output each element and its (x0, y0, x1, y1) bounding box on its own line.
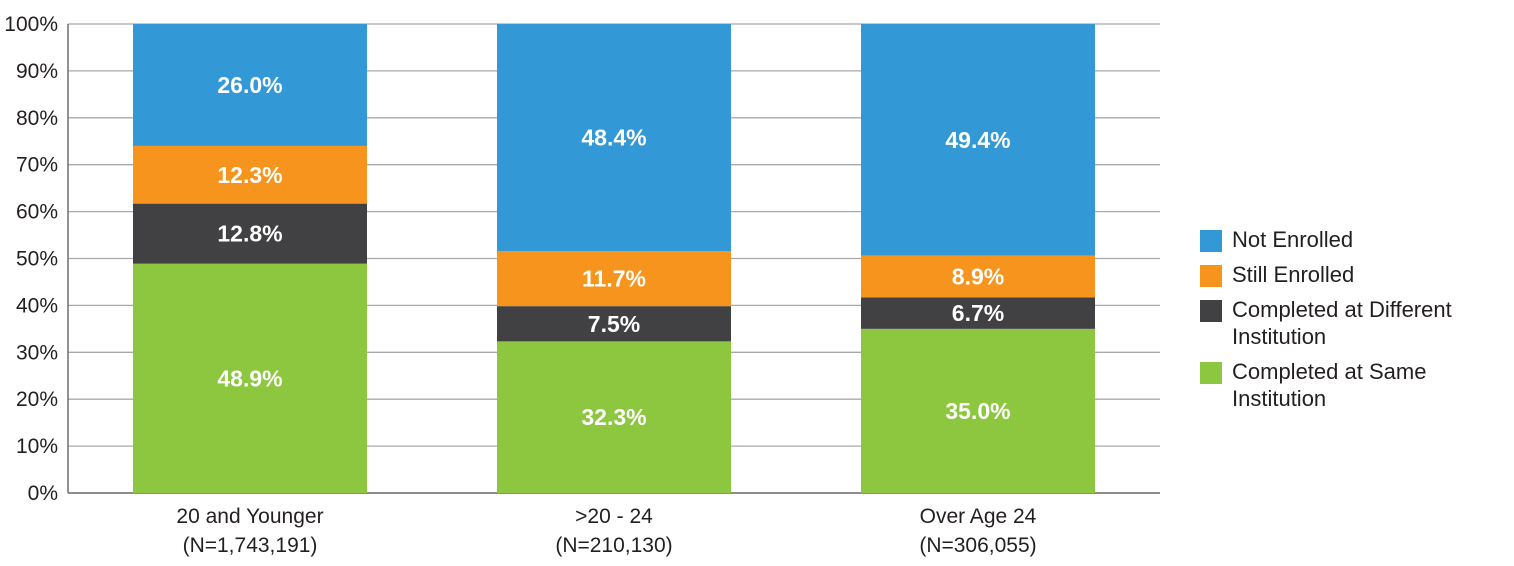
data-label: 35.0% (945, 398, 1010, 424)
bar-segment (133, 145, 367, 204)
legend-swatch (1200, 265, 1222, 287)
data-label: 6.7% (952, 300, 1004, 326)
legend-item: Still Enrolled (1200, 261, 1510, 288)
x-tick-sublabel: (N=1,743,191) (183, 534, 318, 557)
bar-segment (861, 297, 1095, 329)
x-tick-label: >20 - 24 (575, 505, 653, 528)
y-tick-label: 100% (4, 13, 58, 36)
bar-segment (133, 24, 367, 146)
x-tick-sublabel: (N=210,130) (555, 534, 672, 557)
y-tick-label: 60% (16, 201, 58, 224)
legend-label: Still Enrolled (1232, 262, 1355, 287)
bar-segment (497, 24, 731, 252)
data-label: 48.4% (581, 125, 646, 151)
bar-segment (133, 263, 367, 493)
legend-label: Completed at Different Institution (1232, 297, 1452, 349)
bar-segment (497, 306, 731, 342)
legend-swatch (1200, 230, 1222, 252)
y-tick-label: 50% (16, 248, 58, 271)
y-tick-label: 10% (16, 435, 58, 458)
data-label: 8.9% (952, 264, 1004, 290)
legend-item: Not Enrolled (1200, 226, 1510, 253)
data-label: 32.3% (581, 404, 646, 430)
x-tick-label: Over Age 24 (920, 505, 1037, 528)
data-label: 12.8% (217, 221, 282, 247)
legend-item: Completed at Same Institution (1200, 358, 1510, 412)
data-label: 12.3% (217, 162, 282, 188)
y-tick-label: 40% (16, 294, 58, 317)
bar-segment (133, 203, 367, 264)
bar-segment (497, 341, 731, 493)
y-tick-label: 30% (16, 341, 58, 364)
y-tick-label: 20% (16, 388, 58, 411)
data-label: 48.9% (217, 365, 282, 391)
legend-label: Not Enrolled (1232, 227, 1354, 252)
data-label: 26.0% (217, 72, 282, 98)
y-tick-label: 70% (16, 154, 58, 177)
legend-swatch (1200, 362, 1222, 384)
y-tick-label: 0% (28, 482, 58, 505)
data-label: 49.4% (945, 127, 1010, 153)
bar-segment (861, 328, 1095, 493)
bar-segment (861, 24, 1095, 256)
x-tick-sublabel: (N=306,055) (919, 534, 1036, 557)
chart-legend: Not Enrolled Still Enrolled Completed at D… (1200, 226, 1510, 420)
bar-segment (497, 251, 731, 307)
legend-label: Completed at Same Institution (1232, 359, 1427, 411)
bar-segment (861, 255, 1095, 298)
data-label: 11.7% (582, 266, 646, 292)
data-label: 7.5% (588, 311, 640, 337)
x-tick-label: 20 and Younger (176, 505, 323, 528)
y-tick-label: 90% (16, 60, 58, 83)
y-tick-label: 80% (16, 107, 58, 130)
legend-item: Completed at Different Institution (1200, 296, 1510, 350)
legend-swatch (1200, 300, 1222, 322)
